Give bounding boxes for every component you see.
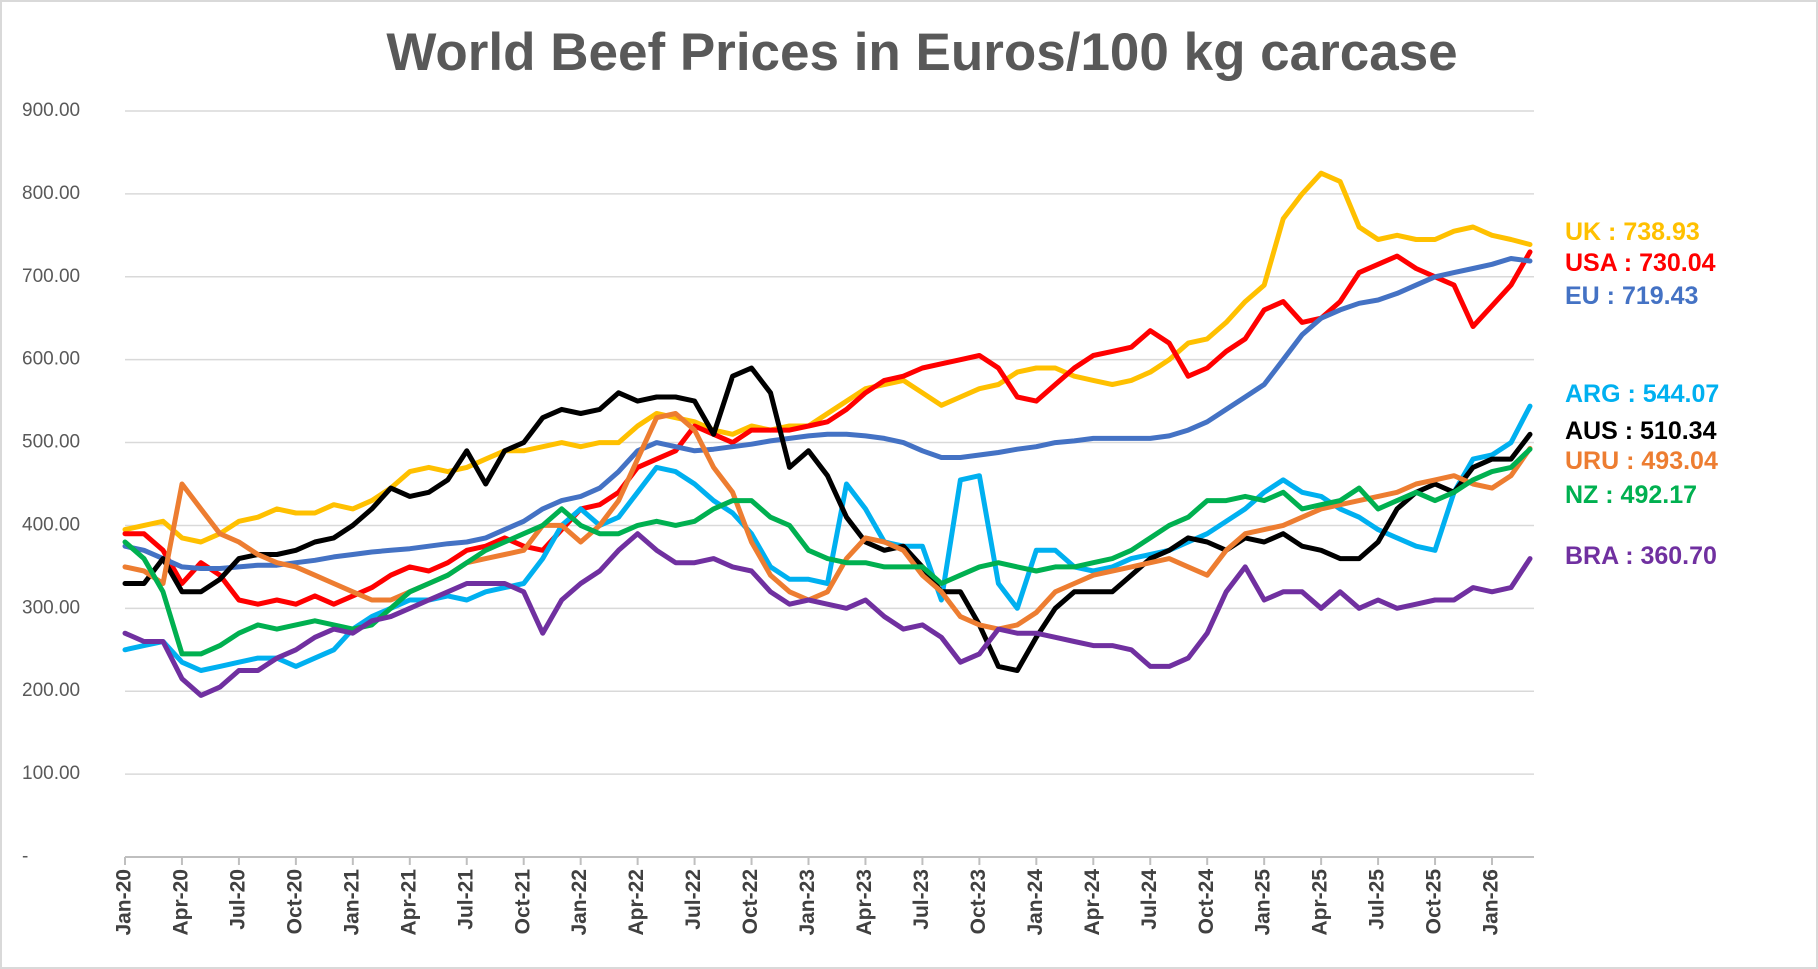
series-value: 544.07	[1643, 380, 1719, 408]
y-tick-label: 200.00	[22, 680, 80, 701]
x-tick-label: Apr-20	[170, 869, 193, 936]
x-tick-label: Apr-21	[397, 869, 420, 936]
y-tick-label: 100.00	[22, 763, 80, 784]
x-tick-label: Jul-22	[682, 869, 705, 930]
x-tick-label: Oct-25	[1423, 869, 1446, 935]
x-tick-label: Jul-21	[454, 869, 477, 930]
series-name: NZ	[1565, 481, 1598, 509]
series-value: 730.04	[1639, 249, 1716, 277]
separator: :	[1601, 218, 1623, 246]
separator: :	[1621, 380, 1643, 408]
x-tick-label: Oct-20	[283, 869, 306, 934]
series-end-label: EU : 719.43	[1565, 282, 1698, 310]
y-tick-label: 600.00	[22, 349, 80, 370]
separator: :	[1618, 542, 1640, 570]
y-tick-label: 900.00	[22, 100, 80, 121]
y-tick-label: 700.00	[22, 266, 80, 287]
series-end-label: UK : 738.93	[1565, 218, 1700, 246]
series-line	[122, 170, 1533, 545]
series-name: URU	[1565, 447, 1619, 475]
x-tick-label: Apr-22	[625, 869, 648, 936]
x-tick-label: Jan-21	[340, 869, 363, 936]
x-tick-label: Oct-24	[1195, 869, 1218, 935]
x-tick-label: Jan-20	[113, 869, 136, 936]
series-end-label: BRA : 360.70	[1565, 542, 1717, 570]
x-tick-label: Jan-23	[796, 869, 819, 936]
series-end-label: URU : 493.04	[1565, 447, 1718, 475]
separator: :	[1618, 417, 1640, 445]
series-end-label: ARG : 544.07	[1565, 380, 1719, 408]
series-name: EU	[1565, 282, 1600, 310]
x-tick-label: Jul-23	[910, 869, 933, 930]
y-tick-label: 400.00	[22, 514, 80, 535]
series-value: 492.17	[1621, 481, 1697, 509]
series-end-label: USA : 730.04	[1565, 249, 1716, 277]
series-name: BRA	[1565, 542, 1619, 570]
series-value: 510.34	[1640, 417, 1717, 445]
y-tick-label: 800.00	[22, 183, 80, 204]
x-tick-label: Jul-24	[1138, 869, 1161, 930]
separator: :	[1598, 481, 1620, 509]
x-tick-label: Oct-22	[739, 869, 762, 934]
x-tick-label: Apr-23	[853, 869, 876, 936]
series-value: 738.93	[1623, 218, 1699, 246]
y-tick-label: 500.00	[22, 432, 80, 453]
x-tick-label: Jan-24	[1024, 869, 1047, 936]
series-value: 719.43	[1622, 282, 1698, 310]
y-tick-label: -	[22, 846, 28, 867]
x-tick-label: Jan-22	[568, 869, 591, 936]
series-end-label: NZ : 492.17	[1565, 481, 1697, 509]
separator: :	[1617, 249, 1639, 277]
series-value: 360.70	[1640, 542, 1716, 570]
x-tick-label: Jan-26	[1480, 869, 1503, 936]
series-line	[122, 411, 1533, 632]
series-end-label: AUS : 510.34	[1565, 417, 1717, 445]
x-tick-label: Oct-21	[511, 869, 534, 935]
x-tick-label: Jul-20	[226, 869, 249, 930]
series-line	[122, 365, 1533, 673]
series-name: UK	[1565, 218, 1601, 246]
series-line	[122, 403, 1533, 673]
x-tick-label: Jul-25	[1366, 869, 1389, 930]
separator: :	[1600, 282, 1622, 310]
series-line	[122, 256, 1533, 571]
series-name: USA	[1565, 249, 1618, 277]
separator: :	[1619, 447, 1641, 475]
x-tick-label: Oct-23	[967, 869, 990, 934]
y-tick-label: 300.00	[22, 597, 80, 618]
series-value: 493.04	[1641, 447, 1718, 475]
chart-title: World Beef Prices in Euros/100 kg carcas…	[386, 23, 1457, 82]
series-name: AUS	[1565, 417, 1618, 445]
series-name: ARG	[1565, 380, 1621, 408]
x-tick-label: Jan-25	[1252, 869, 1275, 936]
x-tick-label: Apr-25	[1309, 869, 1332, 936]
x-tick-label: Apr-24	[1081, 869, 1104, 936]
series-line	[122, 531, 1533, 698]
